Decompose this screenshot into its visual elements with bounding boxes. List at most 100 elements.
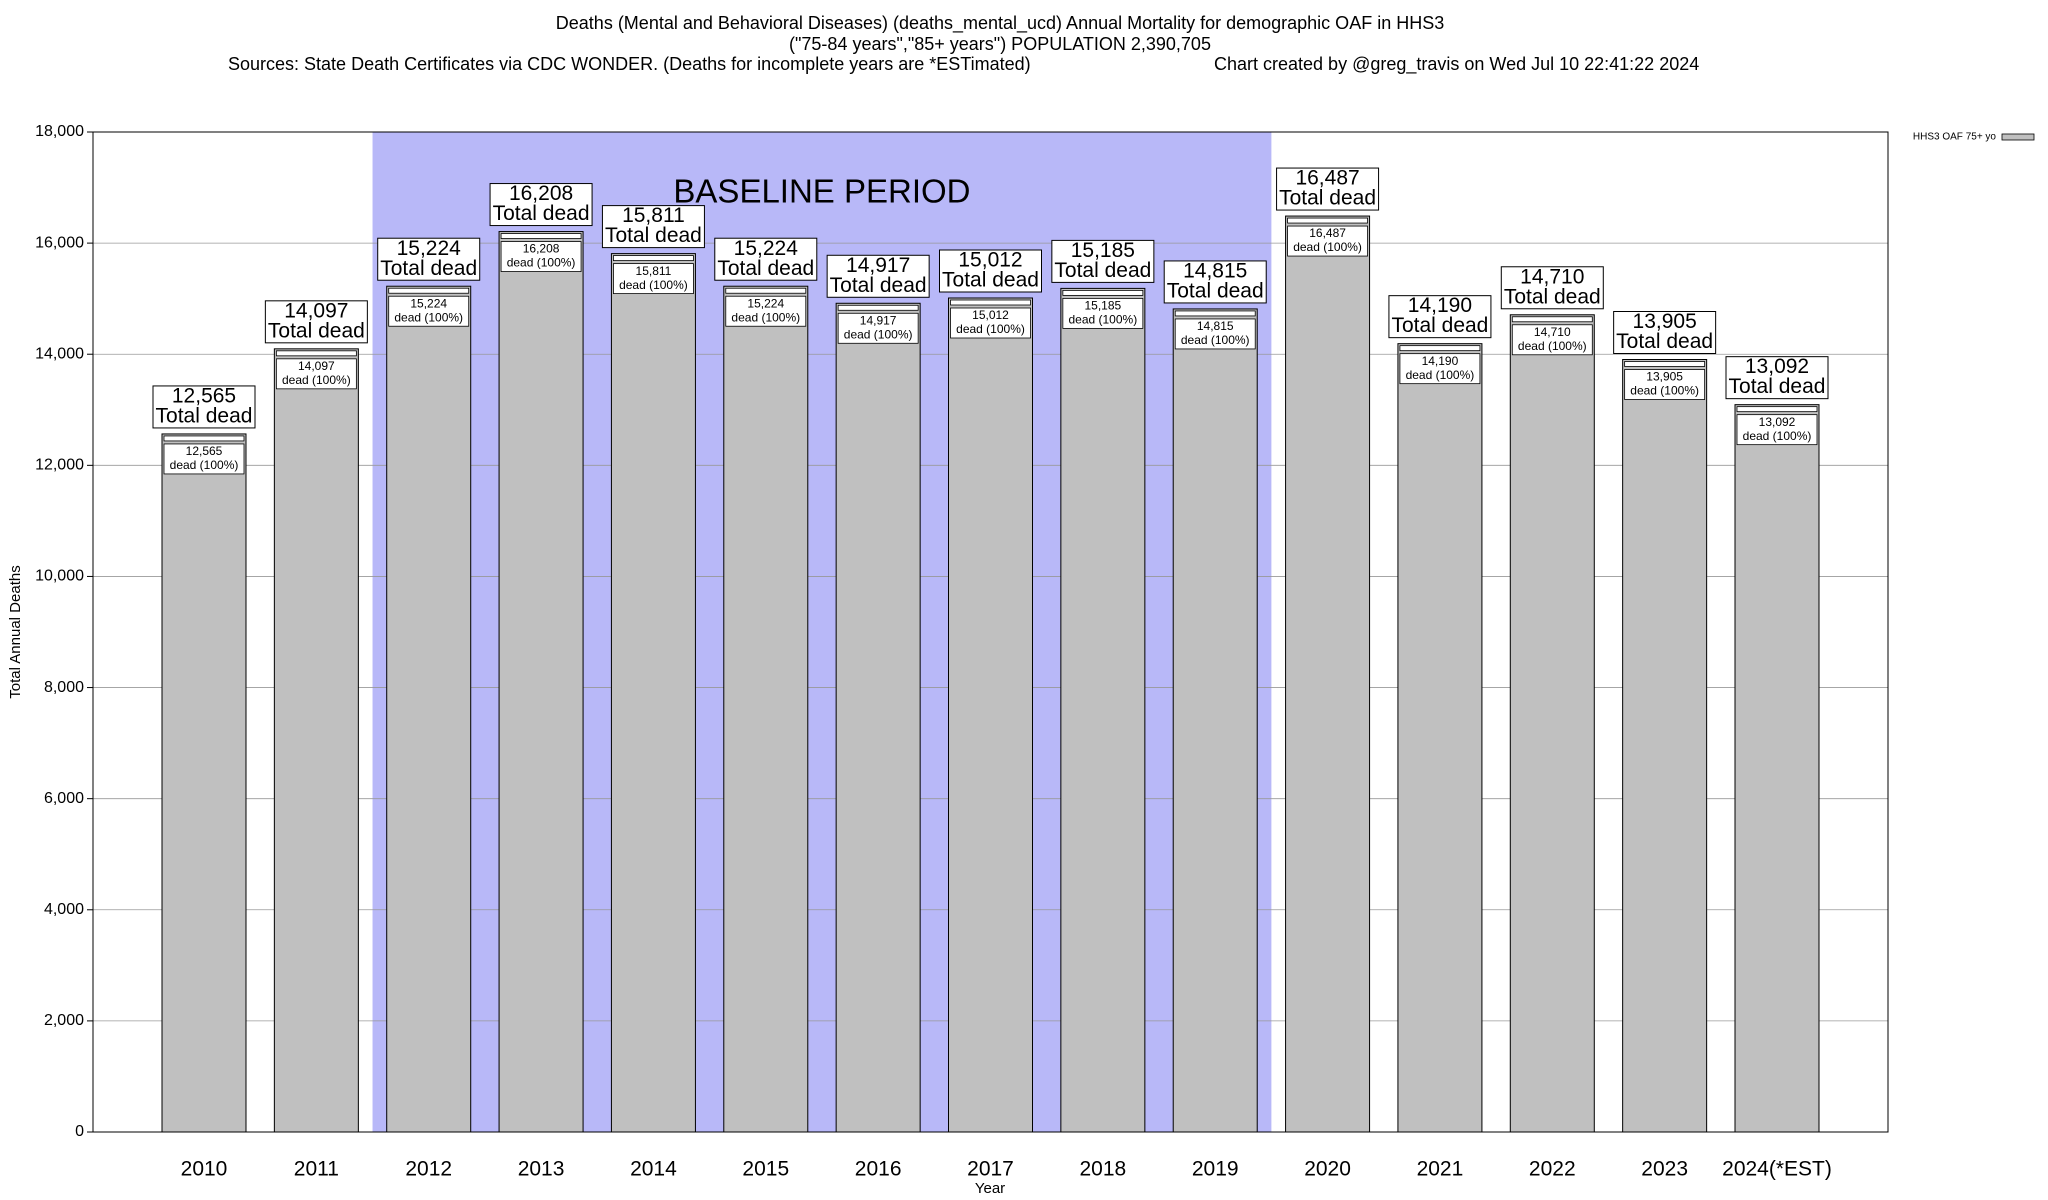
bar [161, 433, 247, 1133]
inner-percent-label: dead (100%) [1406, 368, 1475, 382]
value-label: 15,224 [397, 237, 462, 260]
bar-top-band [1174, 310, 1256, 317]
chart-credit: Chart created by @greg_travis on Wed Jul… [1214, 54, 1699, 75]
total-label: Total dead [268, 319, 365, 342]
value-label: 16,208 [509, 182, 573, 205]
total-label: Total dead [1054, 259, 1151, 282]
x-tick-label: 2012 [405, 1158, 452, 1181]
x-tick-label: 2014 [630, 1158, 677, 1181]
inner-value-label: 16,487 [1309, 226, 1346, 240]
value-label-box [377, 237, 481, 281]
inner-percent-label: dead (100%) [619, 278, 688, 292]
value-label-box [601, 205, 705, 249]
y-tick-label: 0 [75, 1123, 84, 1140]
value-label: 14,710 [1520, 265, 1584, 288]
x-tick-label: 2022 [1529, 1158, 1576, 1181]
x-tick-label: 2016 [855, 1158, 902, 1181]
inner-label-box [1174, 318, 1256, 350]
x-axis-label: Year [975, 1180, 1005, 1197]
inner-value-label: 13,092 [1759, 415, 1796, 429]
value-label: 14,815 [1183, 259, 1247, 282]
bar [1285, 215, 1371, 1133]
chart-title: Deaths (Mental and Behavioral Diseases) … [556, 13, 1444, 34]
y-tick-label: 6,000 [44, 790, 84, 807]
value-label-box [152, 385, 256, 429]
inner-value-label: 15,224 [747, 296, 784, 310]
bar [1060, 287, 1146, 1133]
inner-value-label: 12,565 [186, 444, 223, 458]
value-label-box [826, 254, 930, 298]
value-label-box [1051, 239, 1155, 283]
inner-percent-label: dead (100%) [1518, 339, 1587, 353]
x-tick-label: 2015 [742, 1158, 789, 1181]
x-tick-label: 2020 [1304, 1158, 1351, 1181]
inner-percent-label: dead (100%) [1068, 313, 1137, 327]
value-label: 13,905 [1633, 310, 1697, 333]
inner-label-box [163, 443, 245, 475]
inner-label-box [1287, 225, 1368, 257]
value-label-box [1500, 266, 1604, 310]
x-tick-label: 2010 [181, 1158, 228, 1181]
inner-value-label: 15,012 [972, 308, 1009, 322]
bar [386, 285, 472, 1133]
bar-top-band [1287, 217, 1368, 224]
bar-top-band [388, 287, 470, 294]
x-tick-label: 2021 [1417, 1158, 1464, 1181]
total-label: Total dead [1167, 279, 1264, 302]
value-label-box [1276, 167, 1380, 211]
bar-top-band [1511, 316, 1593, 323]
legend-swatch [2001, 133, 2035, 141]
inner-value-label: 15,185 [1085, 299, 1122, 313]
inner-percent-label: dead (100%) [1630, 384, 1699, 398]
inner-value-label: 16,208 [523, 242, 560, 256]
value-label: 15,185 [1071, 239, 1135, 262]
inner-label-box [1399, 353, 1481, 385]
inner-percent-label: dead (100%) [282, 373, 351, 387]
inner-percent-label: dead (100%) [1293, 240, 1362, 254]
bar-top-band [837, 304, 919, 311]
y-tick-label: 12,000 [35, 457, 84, 474]
x-tick-label: 2013 [518, 1158, 565, 1181]
inner-value-label: 15,811 [636, 264, 672, 278]
baseline-label: BASELINE PERIOD [673, 173, 970, 210]
y-tick-label: 2,000 [44, 1012, 84, 1029]
bar-top-band [500, 233, 582, 239]
inner-label-box [1736, 414, 1818, 446]
value-label-box [714, 237, 818, 281]
total-label: Total dead [717, 257, 814, 280]
x-tick-label: 2023 [1641, 1158, 1688, 1181]
bar-top-band [1624, 361, 1706, 367]
bar [1172, 308, 1258, 1133]
bar-top-band [163, 435, 245, 442]
inner-percent-label: dead (100%) [394, 310, 463, 324]
inner-label-box [275, 358, 357, 390]
bar [1734, 404, 1820, 1133]
y-axis-label: Total Annual Deaths [7, 565, 24, 698]
x-tick-label: 2024(*EST) [1722, 1158, 1832, 1181]
inner-value-label: 13,905 [1646, 370, 1683, 384]
value-label: 16,487 [1295, 167, 1359, 190]
bar-top-band [613, 255, 694, 262]
bar [610, 253, 696, 1133]
inner-percent-label: dead (100%) [507, 256, 576, 270]
value-label-box [1613, 311, 1717, 354]
bar-top-band [275, 350, 357, 357]
inner-percent-label: dead (100%) [844, 327, 913, 341]
value-label-box [1163, 260, 1267, 304]
inner-label-box [725, 295, 807, 327]
x-tick-label: 2011 [294, 1158, 339, 1181]
value-label-box [264, 300, 368, 344]
value-label: 12,565 [172, 384, 236, 407]
bar [723, 285, 809, 1133]
total-label: Total dead [605, 224, 702, 247]
inner-label-box [950, 307, 1031, 339]
bar [498, 231, 584, 1133]
bar-top-band [1736, 406, 1818, 413]
y-tick-label: 8,000 [44, 679, 84, 696]
total-label: Total dead [1729, 375, 1826, 398]
inner-value-label: 14,097 [298, 359, 335, 373]
bar-top-band [1062, 289, 1144, 296]
y-tick-label: 10,000 [35, 568, 84, 585]
inner-label-box [388, 295, 470, 327]
